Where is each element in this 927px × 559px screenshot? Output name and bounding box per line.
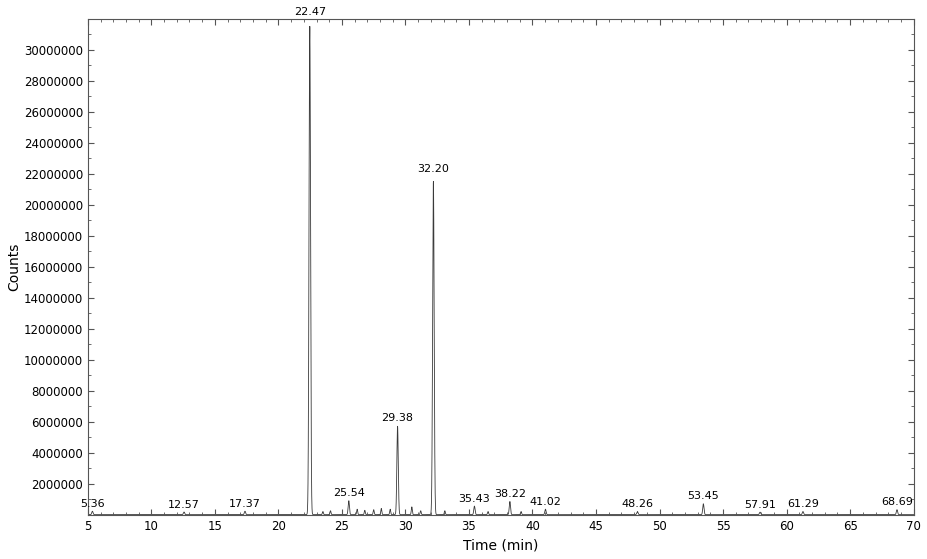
Text: 5.36: 5.36: [80, 499, 105, 509]
Text: 22.47: 22.47: [294, 7, 325, 17]
Text: 61.29: 61.29: [786, 499, 818, 509]
Y-axis label: Counts: Counts: [6, 243, 21, 291]
Text: 12.57: 12.57: [168, 500, 199, 510]
Text: 48.26: 48.26: [621, 499, 653, 509]
Text: 38.22: 38.22: [493, 489, 526, 499]
Text: 17.37: 17.37: [229, 499, 260, 509]
Text: 32.20: 32.20: [417, 164, 449, 174]
Text: 53.45: 53.45: [687, 491, 718, 501]
Text: 57.91: 57.91: [743, 500, 775, 510]
Text: 35.43: 35.43: [458, 494, 489, 504]
Text: 41.02: 41.02: [529, 497, 561, 507]
X-axis label: Time (min): Time (min): [463, 538, 538, 552]
Text: 68.69: 68.69: [880, 498, 912, 507]
Text: 25.54: 25.54: [333, 488, 364, 498]
Text: 29.38: 29.38: [381, 413, 413, 423]
